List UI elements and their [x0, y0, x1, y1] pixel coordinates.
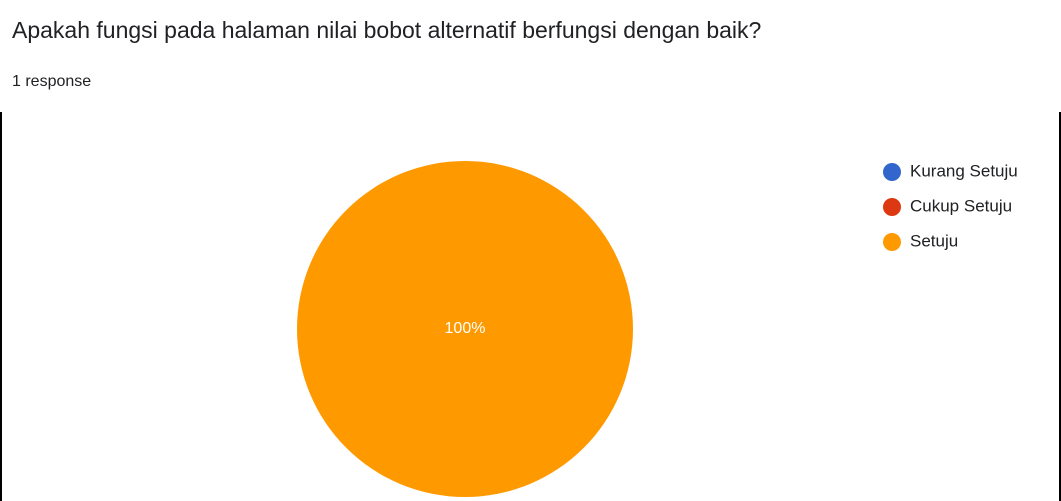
legend-label: Cukup Setuju — [910, 196, 1012, 215]
slice-label: 100% — [445, 320, 486, 337]
chart-subtitle: 1 response — [12, 73, 91, 90]
pie-slice — [297, 161, 633, 497]
legend-label: Kurang Setuju — [910, 161, 1018, 180]
legend-swatch — [883, 233, 901, 251]
legend-swatch — [883, 163, 901, 181]
chart-title: Apakah fungsi pada halaman nilai bobot a… — [12, 17, 761, 43]
legend-swatch — [883, 198, 901, 216]
legend-label: Setuju — [910, 231, 958, 250]
